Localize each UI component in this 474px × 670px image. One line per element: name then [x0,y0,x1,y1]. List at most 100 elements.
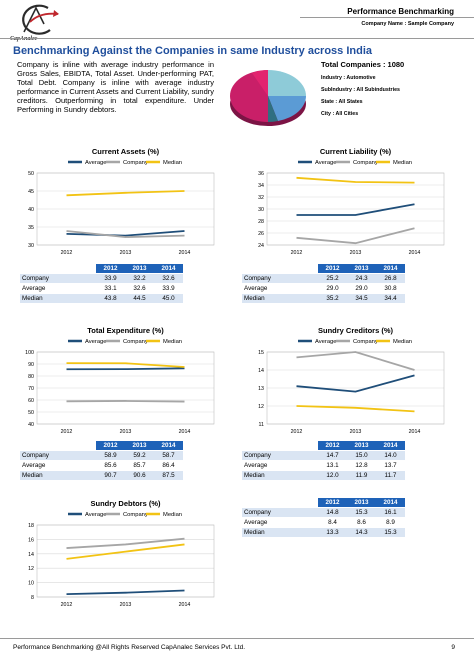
table-cell: 85.7 [125,460,154,471]
table-row-label: Average [242,283,318,294]
table-year-header: 2012 [318,441,347,451]
table-cell: 33.1 [96,283,125,294]
table-cell: 14.3 [347,527,376,537]
table-cell: 32.2 [125,273,154,284]
plot-area [36,351,215,425]
plot-area [36,172,215,246]
series-line-median [66,543,185,560]
table-cell: 59.2 [125,450,154,461]
y-tick-label: 50 [28,410,34,416]
y-tick-label: 28 [258,219,264,225]
table-corner [20,441,96,451]
table-cell: 14.0 [376,450,405,461]
chart-svg: Sundry Creditors (%) Average Company Median… [258,326,445,435]
y-tick-label: 70 [28,386,34,392]
table-cell: 11.7 [376,470,405,480]
table-cell: 43.8 [96,293,125,303]
table-cell: 26.8 [376,273,405,284]
table-year-header: 2013 [347,498,376,508]
table-cell: 33.9 [96,273,125,284]
chart-title: Sundry Creditors (%) [318,326,394,335]
series-line-median [296,405,415,413]
y-tick-label: 18 [28,523,34,529]
industry-label: Industry : Automotive [321,75,376,81]
legend-label: Median [393,160,412,166]
table-sundry-creditors: 2012 2013 2014 Company 14.7 15.0 14.0 Average 13… [242,441,405,480]
plot-area [266,172,445,246]
x-tick-label: 2014 [179,602,191,608]
table-row: Company 58.9 59.2 58.7 [20,450,183,461]
table-header-row: 2012 2013 2014 [20,441,183,451]
table-cell: 12.0 [318,470,347,480]
table-row: Company 33.9 32.2 32.6 [20,273,183,284]
pie-slice [268,96,278,122]
table-cell: 86.4 [154,460,183,471]
table-header-row: 2012 2013 2014 [20,264,183,274]
table-cell: 13.7 [376,460,405,471]
table-row-label: Median [20,470,96,480]
y-tick-label: 14 [28,552,34,558]
series-line-average [66,367,185,371]
table-cell: 30.8 [376,283,405,294]
table-cell: 32.6 [154,273,183,284]
table-year-header: 2014 [376,441,405,451]
table-row-label: Median [242,470,318,480]
y-tick-label: 30 [258,207,264,213]
table-sundry-debtors: 2012 2013 2014 Company 14.8 15.3 16.1 Average 8.… [242,498,405,537]
table-cell: 15.0 [347,450,376,461]
table-row: Average 29.0 29.0 30.8 [242,283,405,294]
chart-svg: Total Expenditure (%) Average Company Media… [25,326,215,435]
pie-slice [252,70,268,96]
series-line-company [66,537,185,549]
y-tick-label: 40 [28,422,34,428]
total-companies: Total Companies : 1080 [321,60,405,69]
table-row-label: Average [20,283,96,294]
table-cell: 12.8 [347,460,376,471]
table-cell: 13.3 [318,527,347,537]
table-row-label: Median [242,293,318,303]
x-tick-label: 2013 [120,429,132,435]
table-current-liability: 2012 2013 2014 Company 25.2 24.3 26.8 Average 29… [242,264,405,303]
pie-slice [230,70,268,122]
table-row: Average 85.6 85.7 86.4 [20,460,183,471]
totals-panel: Total Companies : 1080 Industry : Automo… [321,60,404,117]
table-row-label: Average [20,460,96,471]
subindustry-label: SubIndustry : All Subindustries [321,87,400,93]
table-row: Median 90.7 90.6 87.5 [20,470,183,480]
y-tick-label: 35 [28,225,34,231]
chart-svg: Current Liability (%) Average Company Media… [258,147,445,256]
table-cell: 25.2 [318,273,347,284]
table-row-label: Company [20,273,96,284]
y-tick-label: 36 [258,171,264,177]
table-year-header: 2013 [347,441,376,451]
y-tick-label: 34 [258,183,264,189]
chart-sundry-creditors: Sundry Creditors (%) Average Company Median… [243,322,453,440]
table-cell: 11.9 [347,470,376,480]
series-line-median [66,190,185,197]
table-row-label: Company [20,450,96,461]
legend-label: Median [163,160,182,166]
table-row-label: Company [242,507,318,518]
table-row: Median 35.2 34.5 34.4 [242,293,405,303]
table-row: Average 33.1 32.6 33.9 [20,283,183,294]
chart-sundry-debtors: Sundry Debtors (%) Average Company Median 8 1… [13,495,223,613]
page-number: 9 [451,644,455,651]
table-cell: 44.5 [125,293,154,303]
table-row: Average 8.4 8.6 8.9 [242,517,405,528]
table-row: Company 25.2 24.3 26.8 [242,273,405,284]
y-tick-label: 12 [28,566,34,572]
table-cell: 90.7 [96,470,125,480]
table-row: Median 43.8 44.5 45.0 [20,293,183,303]
table-row: Company 14.8 15.3 16.1 [242,507,405,518]
chart-svg: Current Assets (%) Average Company Median 30… [28,147,215,256]
series-line-average [66,230,185,237]
table-cell: 45.0 [154,293,183,303]
legend-label: Average [315,339,337,345]
y-tick-label: 14 [258,368,264,374]
table-corner [242,264,318,274]
legend-label: Median [163,512,182,518]
y-tick-label: 13 [258,386,264,392]
table-year-header: 2012 [318,264,347,274]
table-cell: 14.8 [318,507,347,518]
y-tick-label: 16 [28,537,34,543]
